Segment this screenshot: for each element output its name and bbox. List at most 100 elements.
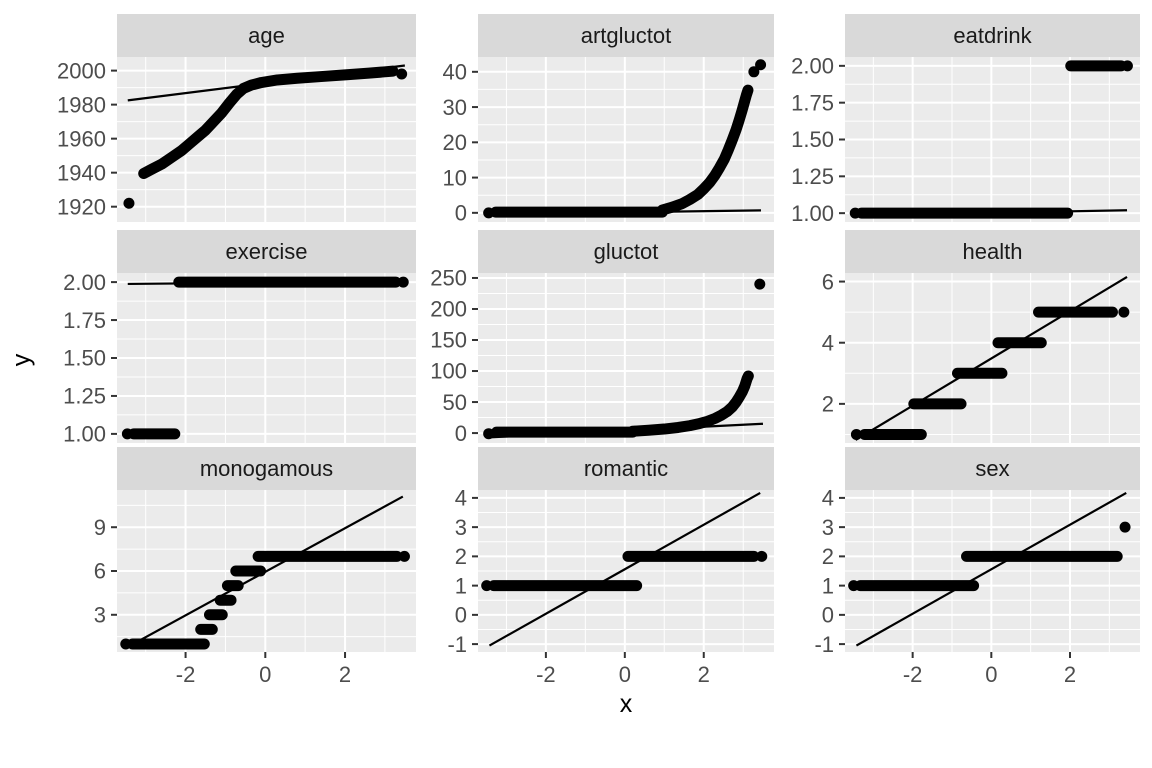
y-tick-label: 3 [822,515,834,540]
qq-point [398,550,410,562]
y-tick-label: 4 [822,330,834,355]
y-axis-title: y [7,353,36,367]
y-tick-label: 2 [455,544,467,569]
y-tick-label: 2.00 [791,54,834,79]
facet-strip-artgluctot: artgluctot [478,14,774,57]
facet-plot-exercise: 1.00 1.25 1.50 1.75 2.00 [63,270,416,447]
x-tick-label: 0 [619,662,631,687]
y-tick-label: 4 [455,486,467,511]
y-tick-label: 1960 [57,126,106,151]
qq-point [397,276,409,288]
y-tick-label: 1940 [57,160,106,185]
y-tick-label: 1.00 [63,422,106,447]
qq-point-curve [627,370,754,437]
facet-plot-artgluctot: 0 10 20 30 40 [443,57,774,226]
y-tick-label: 6 [94,559,106,584]
facet-strip-monogamous: monogamous [117,447,416,490]
y-tick-label: 1.75 [791,90,834,115]
facet-title: eatdrink [953,22,1032,48]
y-tick-label: 20 [443,130,467,155]
qq-point [1119,521,1131,533]
y-tick-label: -1 [814,632,834,657]
facet-strip-eatdrink: eatdrink [845,14,1140,57]
facet-title: monogamous [199,455,334,481]
y-tick-label: 0 [455,603,467,628]
facet-plot-monogamous: 3 6 9 -2 0 2 [94,490,416,687]
facet-plot-age: 1920 1940 1960 1980 2000 [57,57,416,222]
x-tick-label: 0 [259,662,271,687]
qq-point [850,428,862,440]
qq-reference-line [488,491,761,647]
qq-point-curve [656,84,754,216]
y-tick-label: 3 [94,602,106,627]
y-tick-label: 100 [430,359,467,384]
facet-plot-romantic: -1 0 1 2 3 4 -2 0 2 [447,486,774,687]
qq-point [748,66,760,78]
y-tick-label: 200 [430,297,467,322]
qq-point [1121,60,1133,72]
y-tick-label: 9 [94,515,106,540]
y-tick-label: 6 [822,269,834,294]
facet-title: age [248,22,285,48]
facet-title: artgluctot [580,22,672,48]
y-tick-label: 250 [430,266,467,291]
facet-plot-eatdrink: 1.00 1.25 1.50 1.75 2.00 [791,54,1140,226]
y-tick-label: 30 [443,95,467,120]
y-tick-label: 1.75 [63,308,106,333]
y-tick-label: 50 [443,390,467,415]
facet-title: gluctot [593,238,659,264]
y-tick-label: 10 [443,165,467,190]
x-tick-label: -2 [903,662,923,687]
y-tick-label: 1920 [57,194,106,219]
y-tick-label: 1.25 [791,164,834,189]
y-tick-label: 1 [455,573,467,598]
x-tick-label: -2 [176,662,196,687]
facet-title: health [962,238,1023,264]
y-tick-label: 1.25 [63,384,106,409]
y-tick-label: 0 [455,201,467,226]
facet-strip-age: age [117,14,416,57]
qq-reference-line [855,491,1127,647]
facet-strip-health: health [845,230,1140,273]
x-tick-label: -2 [536,662,556,687]
y-tick-label: 2 [822,544,834,569]
x-tick-label: 2 [1064,662,1076,687]
y-tick-label: 2 [822,392,834,417]
qq-point [396,68,408,80]
facet-title: sex [975,455,1010,481]
qq-reference-line [130,495,404,647]
facet-title: exercise [225,238,308,264]
y-tick-label: 150 [430,328,467,353]
y-tick-label: 1.00 [791,201,834,226]
facet-title: romantic [583,455,669,481]
x-axis-title: x [619,690,633,718]
y-tick-label: 3 [455,515,467,540]
y-tick-label: -1 [447,632,467,657]
y-tick-label: 1.50 [63,346,106,371]
x-tick-label: 2 [339,662,351,687]
y-tick-label: 4 [822,486,834,511]
facet-plot-sex: -1 0 1 2 3 4 -2 0 2 [814,486,1140,687]
y-tick-label: 1.50 [791,127,834,152]
x-tick-label: 0 [985,662,997,687]
qq-point [755,59,767,71]
y-tick-label: 40 [443,60,467,85]
y-tick-label: 2.00 [63,270,106,295]
facet-plot-gluctot: 0 50 100 150 200 250 [430,266,774,446]
qq-point [123,197,135,209]
qq-reference-line [855,276,1128,441]
y-tick-label: 0 [822,603,834,628]
panel-background [478,57,774,222]
qq-point-curve [138,65,399,180]
y-tick-label: 0 [455,421,467,446]
facet-strip-gluctot: gluctot [478,230,774,273]
y-tick-label: 1980 [57,92,106,117]
facet-strip-exercise: exercise [117,230,416,273]
facet-strip-romantic: romantic [478,447,774,490]
qq-point [1118,306,1130,318]
y-tick-label: 2000 [57,58,106,83]
y-tick-label: 1 [822,573,834,598]
x-tick-label: 2 [698,662,710,687]
qq-point [754,278,766,290]
